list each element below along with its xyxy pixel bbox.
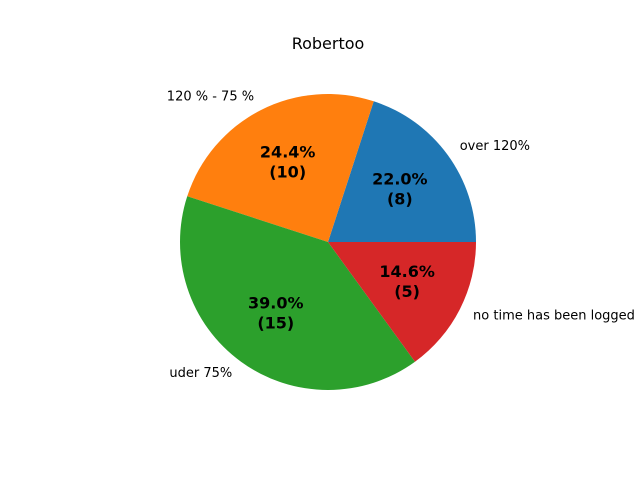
slice-category-label: over 120% [460,139,530,154]
slice-count-label: (10) [269,162,306,181]
slice-category-label: 120 % - 75 % [167,89,254,104]
pie-slices [180,94,476,390]
slice-count-label: (15) [257,313,294,332]
slice-category-label: uder 75% [169,366,232,381]
slice-percent-label: 39.0% [248,293,304,312]
slice-percent-label: 22.0% [372,169,428,188]
slice-category-label: no time has been logged [473,308,635,323]
slice-percent-label: 24.4% [260,142,316,161]
slice-count-label: (8) [387,189,413,208]
slice-count-label: (5) [394,282,420,301]
slice-percent-label: 14.6% [379,262,435,281]
chart-title: Robertoo [292,34,365,53]
